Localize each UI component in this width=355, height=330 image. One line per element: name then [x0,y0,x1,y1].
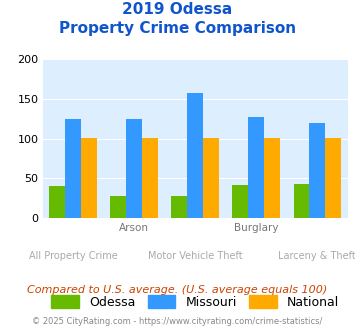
Text: Motor Vehicle Theft: Motor Vehicle Theft [148,251,242,261]
Bar [65,119,81,218]
Bar [49,186,65,218]
Bar [310,123,325,218]
Text: © 2025 CityRating.com - https://www.cityrating.com/crime-statistics/: © 2025 CityRating.com - https://www.city… [32,317,323,326]
Bar [248,117,264,218]
Bar [325,138,341,218]
Bar [187,93,203,218]
Bar [110,196,126,218]
Bar [203,138,219,218]
Text: 2019 Odessa: 2019 Odessa [122,2,233,16]
Bar [294,184,310,218]
Text: Property Crime Comparison: Property Crime Comparison [59,21,296,36]
Bar [264,138,280,218]
Bar [126,119,142,218]
Bar [171,196,187,218]
Legend: Odessa, Missouri, National: Odessa, Missouri, National [51,295,339,309]
Text: All Property Crime: All Property Crime [29,251,118,261]
Bar [81,138,97,218]
Bar [142,138,158,218]
Bar [233,185,248,218]
Text: Larceny & Theft: Larceny & Theft [278,251,355,261]
Text: Compared to U.S. average. (U.S. average equals 100): Compared to U.S. average. (U.S. average … [27,285,328,295]
